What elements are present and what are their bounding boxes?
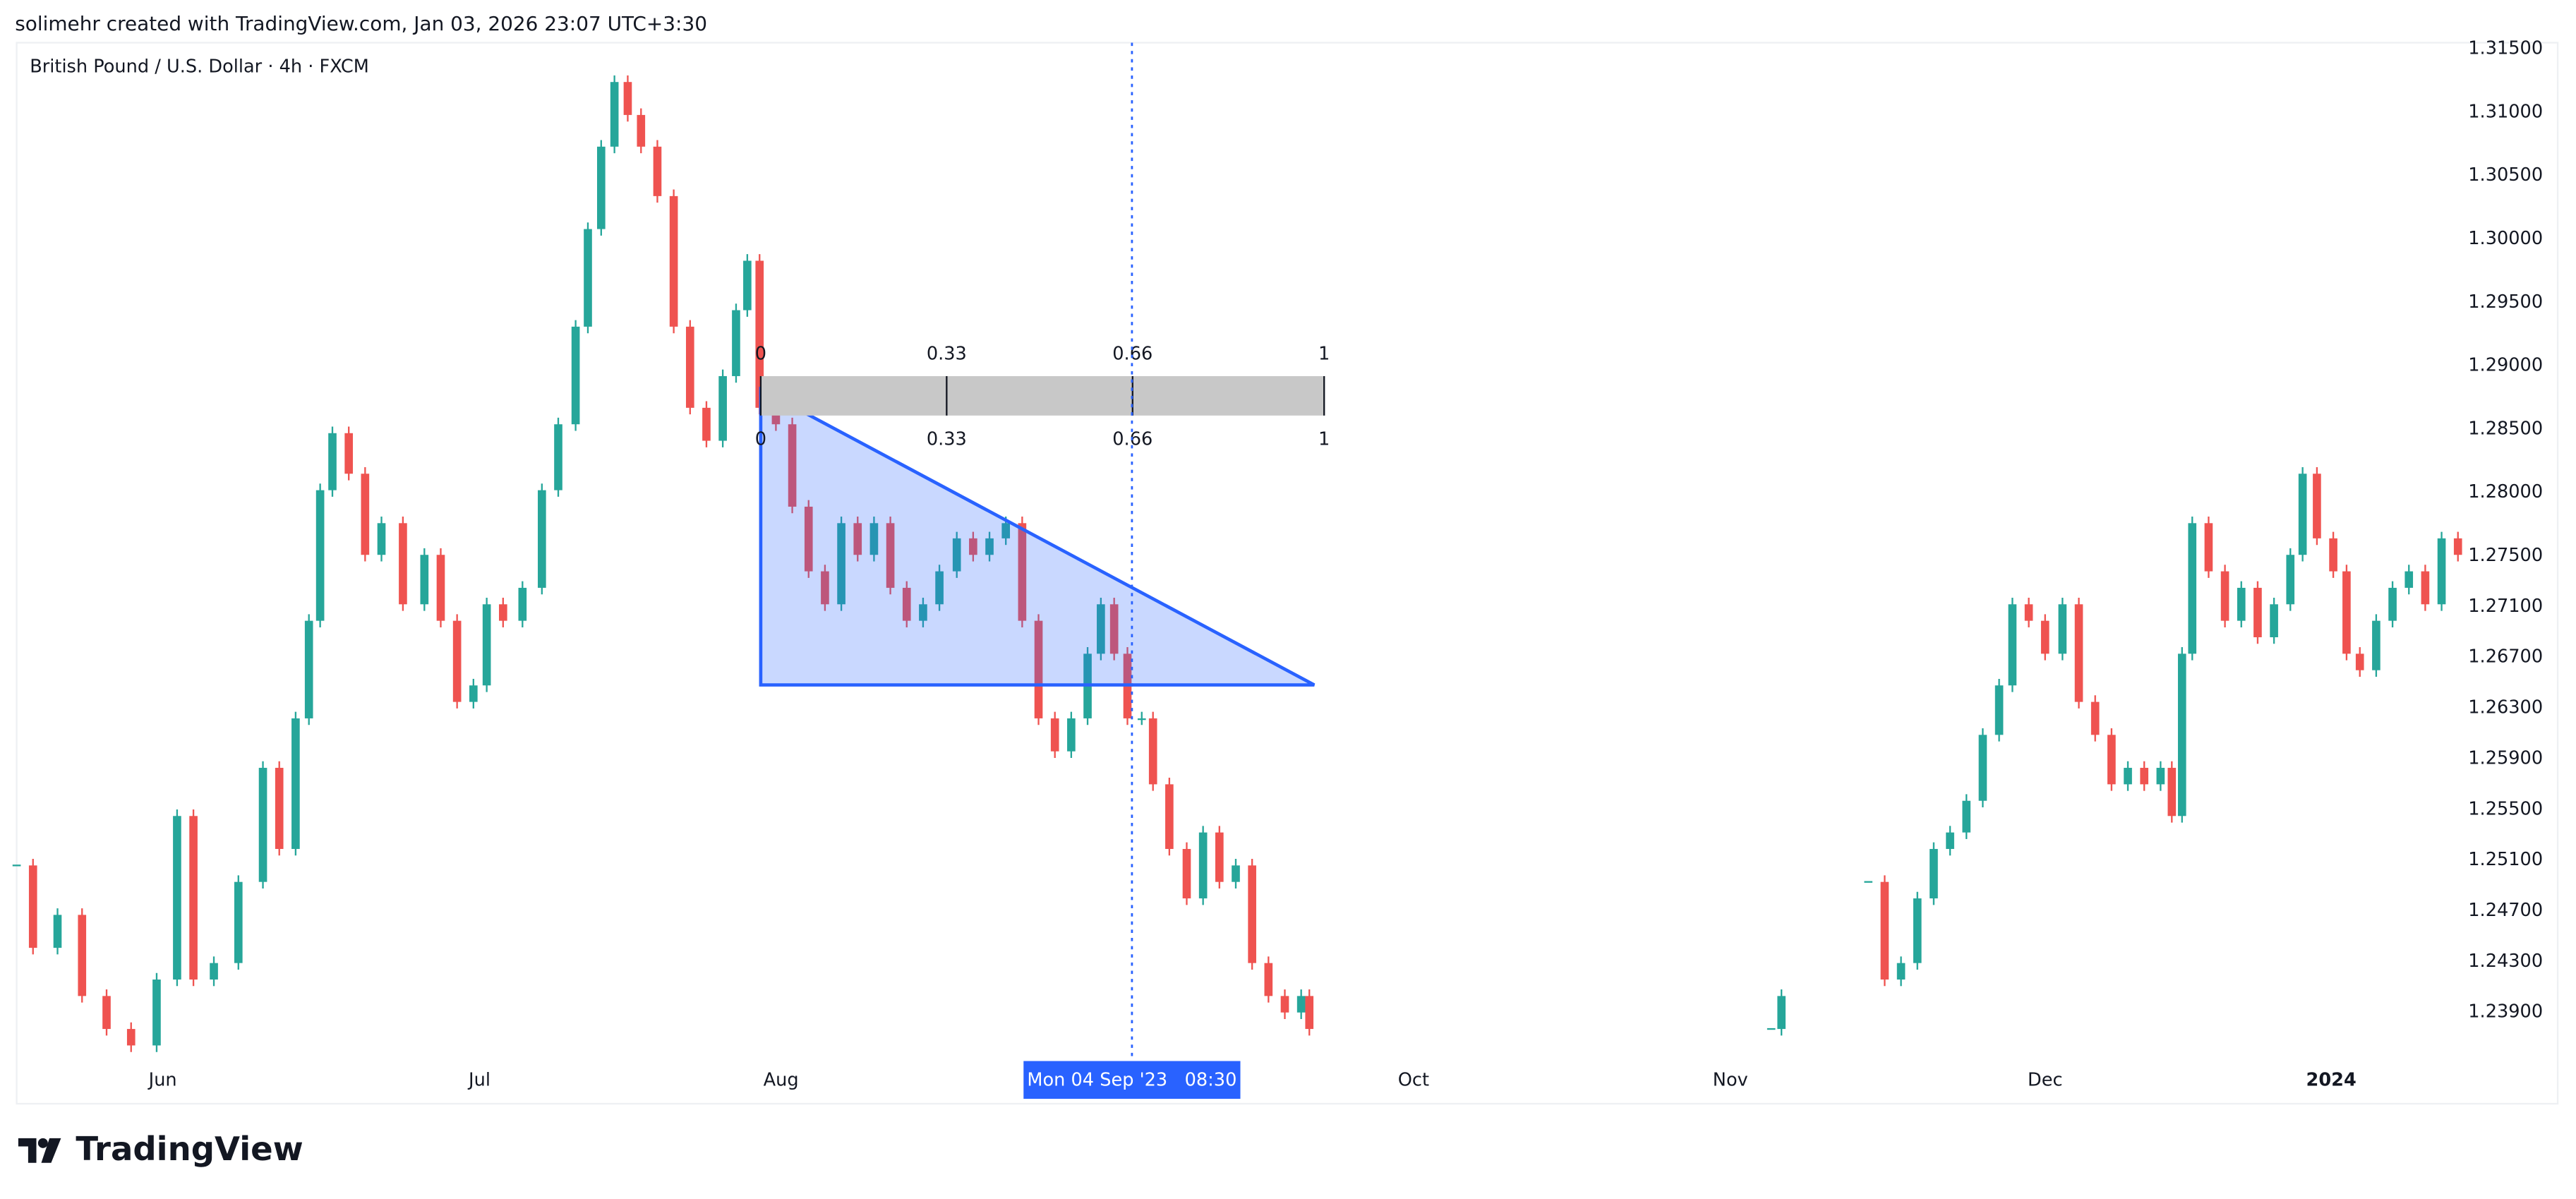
logo-icon [37,1138,48,1148]
brand-logo: TradingView [18,1130,303,1168]
time-ruler-band [760,375,1325,416]
ruler-label: 1 [1318,344,1330,365]
crosshair-label-box [1023,1061,1241,1099]
y-tick-label: 1.24700 [2468,900,2543,921]
y-tick-label: 1.25900 [2468,747,2543,769]
ruler-label: 0.33 [927,429,967,450]
candle [12,864,21,867]
y-tick-label: 1.27100 [2468,596,2543,617]
x-tick-label: Dec [2028,1069,2063,1090]
candle [1864,881,1873,883]
y-tick-label: 1.27500 [2468,545,2543,566]
ruler-label: 0 [755,344,766,365]
symbol-title: British Pound / U.S. Dollar · 4h · FXCM [30,56,369,77]
axes: 1.31500 1.31000 1.30500 1.30000 1.29500 1.290… [148,37,2543,1090]
y-tick-label: 1.29000 [2468,355,2543,376]
y-tick-label: 1.31000 [2468,101,2543,122]
crosshair-label: Mon 04 Sep '23 08:30 [1027,1069,1236,1090]
caption: solimehr created with TradingView.com, J… [15,12,707,35]
x-tick-label: Nov [1713,1069,1748,1090]
x-tick-label: Jun [148,1069,177,1090]
triangle-pattern [759,386,1316,687]
y-tick-label: 1.26300 [2468,697,2543,718]
candle [1767,1028,1776,1030]
y-tick-label: 1.28500 [2468,418,2543,439]
x-tick-label: Oct [1398,1069,1429,1090]
y-tick-label: 1.25100 [2468,849,2543,870]
y-tick-label: 1.28000 [2468,481,2543,502]
y-tick-label: 1.23900 [2468,1001,2543,1023]
logo-icon [41,1138,61,1163]
ruler-label: 0 [755,429,766,450]
y-tick-label: 1.26700 [2468,646,2543,668]
y-tick-label: 1.31500 [2468,37,2543,59]
x-tick-label: 2024 [2306,1069,2357,1090]
y-tick-label: 1.30500 [2468,164,2543,186]
ruler-label: 0.33 [927,344,967,365]
x-tick-label: Aug [764,1069,799,1090]
y-tick-label: 1.30000 [2468,228,2543,249]
x-tick-label: Jul [467,1069,490,1090]
y-tick-label: 1.29500 [2468,291,2543,313]
ruler-label: 1 [1318,429,1330,450]
y-tick-label: 1.25500 [2468,798,2543,819]
chart-frame [16,42,2559,1105]
y-tick-label: 1.24300 [2468,951,2543,972]
logo-icon [18,1138,37,1163]
brand-name: TradingView [76,1130,303,1168]
